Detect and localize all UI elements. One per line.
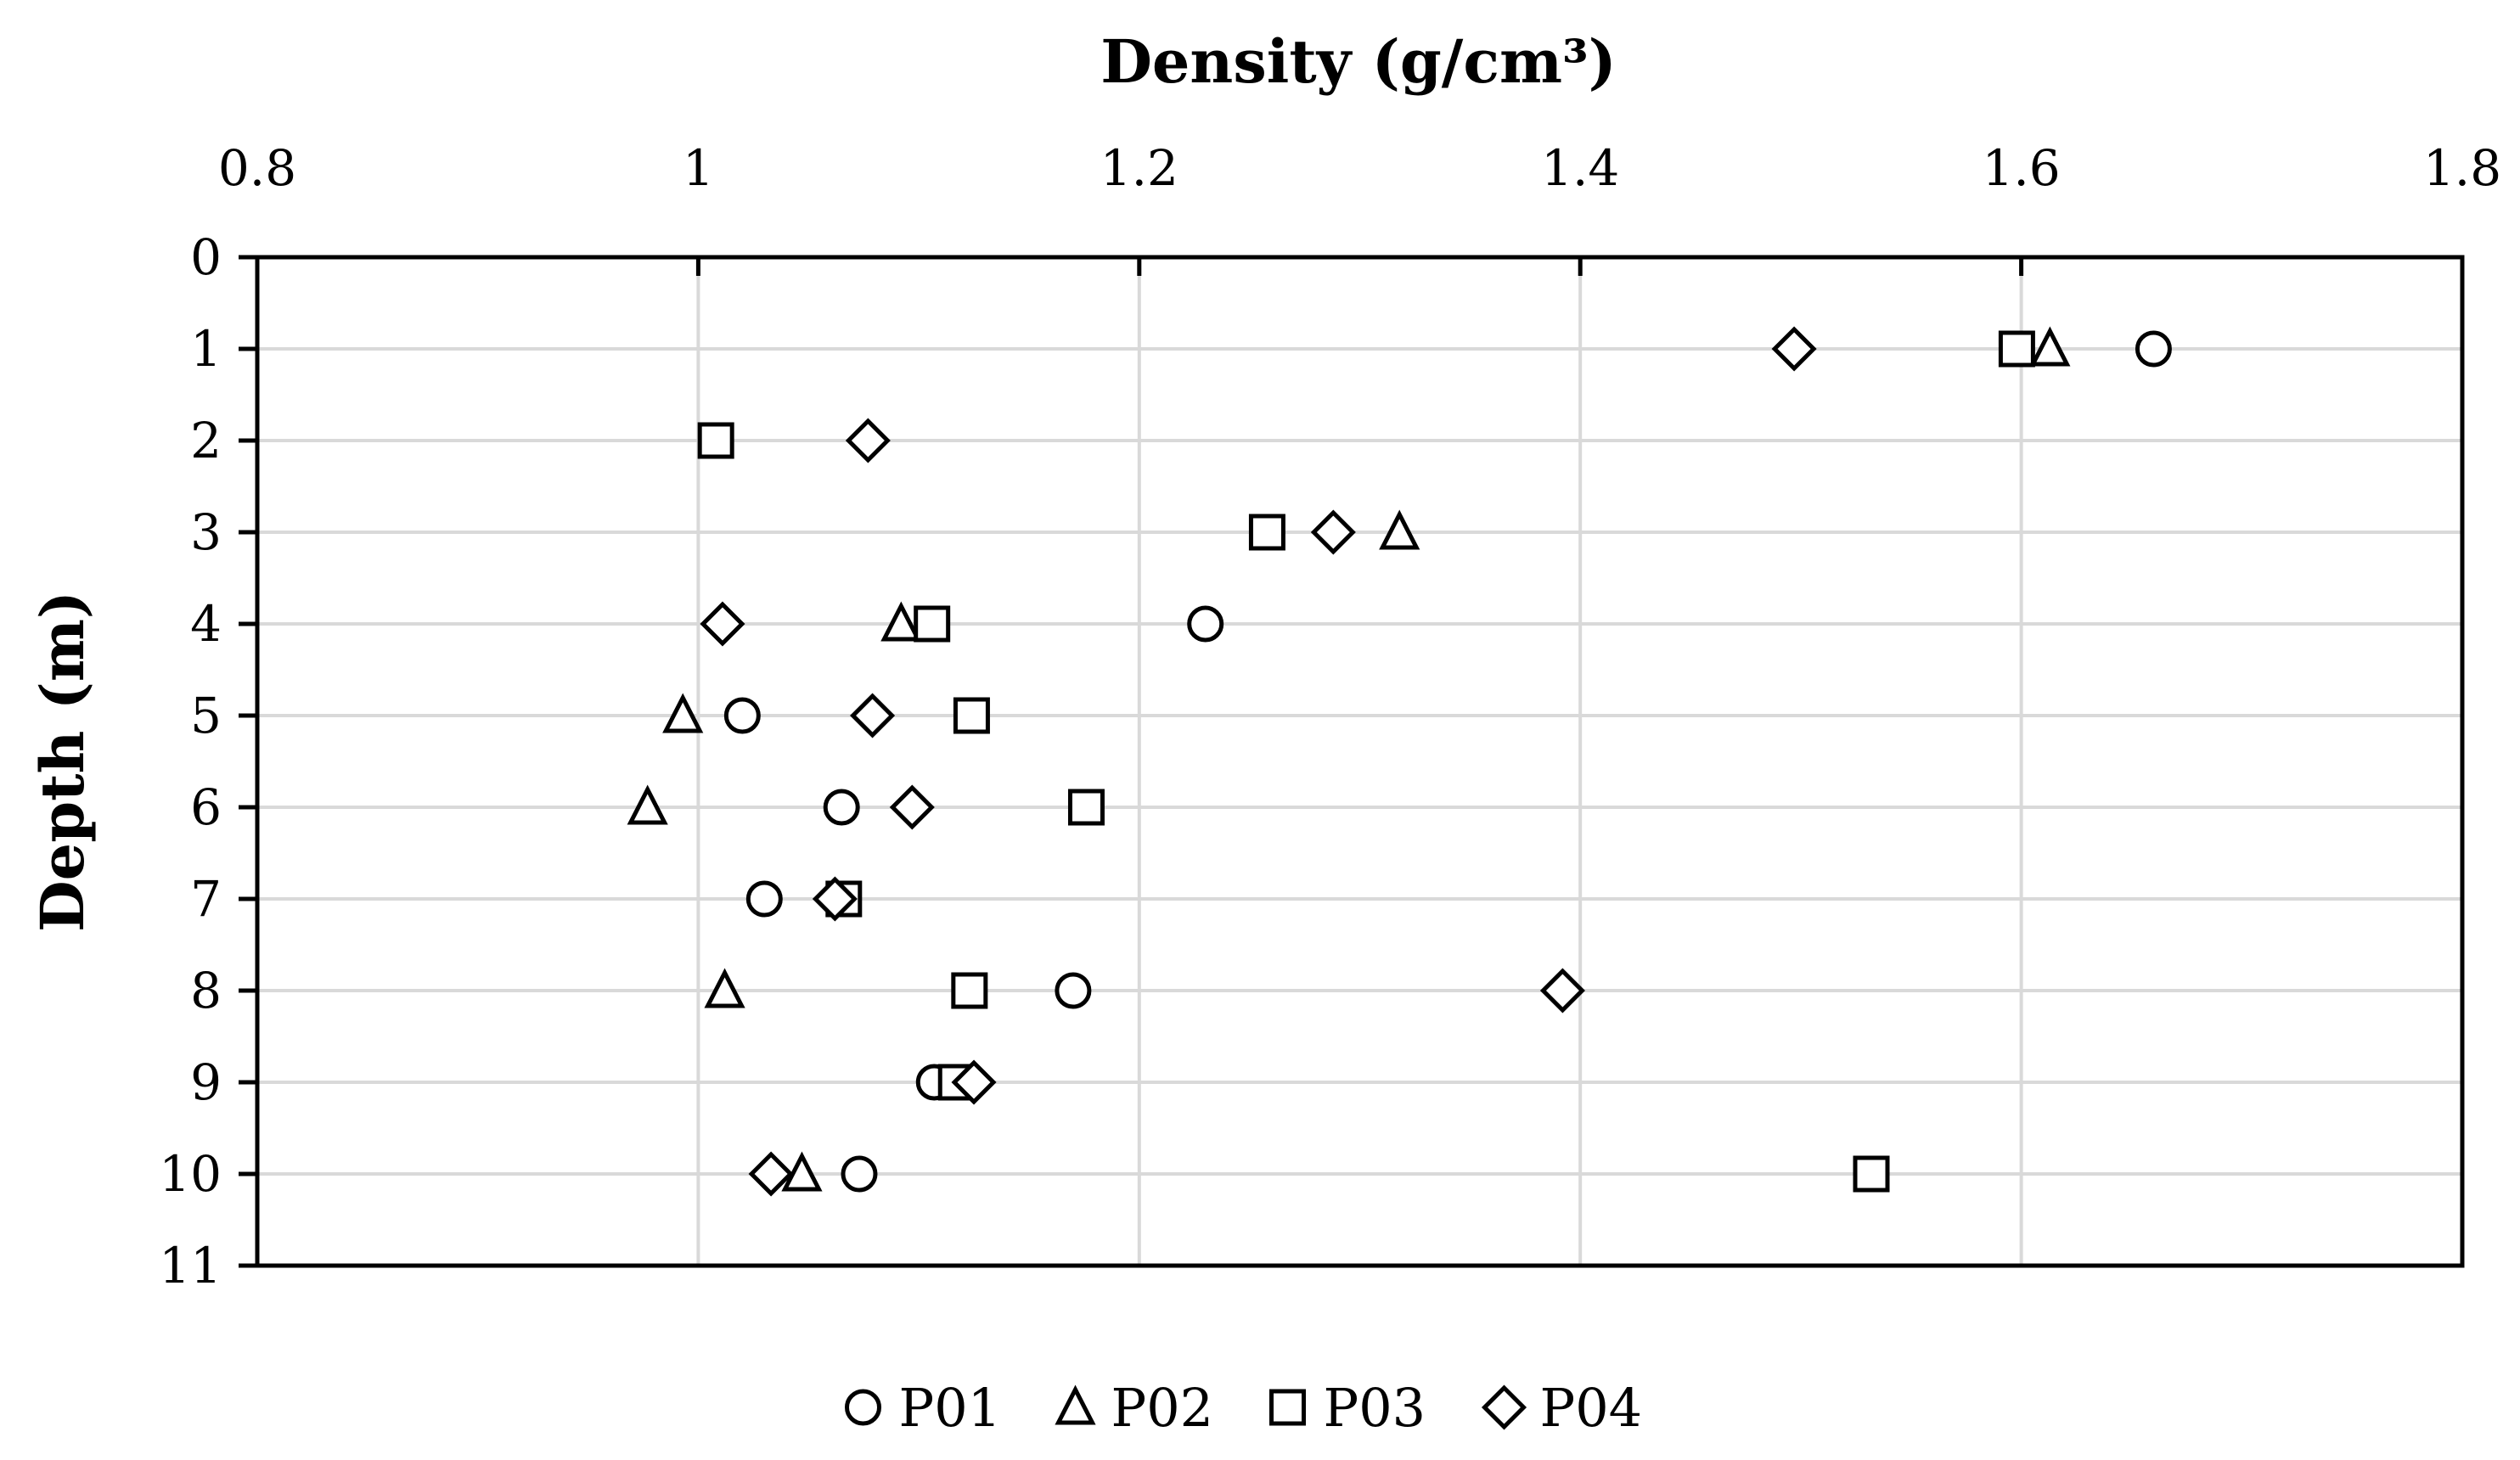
axis-ticks: 0 1 2 3 4 5 6 7 8 9 10 11 0.8 1 1.2 1.4 1.6 1.8 [159,139,2501,1294]
x-tick-label: 1.2 [1100,139,1178,197]
p02-triangle-marker [2029,326,2071,367]
p03-square-marker [1248,514,1285,551]
y-tick-label: 4 [190,595,222,653]
legend-item-p03: P03 [1269,1377,1426,1439]
p04-diamond-marker [1771,326,1817,372]
legend-label: P01 [899,1377,1002,1439]
p02-triangle-marker [781,1151,823,1192]
y-tick-label: 2 [190,412,222,469]
p04-diamond-marker [889,784,935,830]
p04-diamond-marker [1539,968,1585,1014]
y-tick-label: 8 [190,962,222,1019]
legend-label: P03 [1324,1377,1426,1439]
legend-circle-icon [845,1389,881,1426]
series-p04 [700,326,1817,1197]
p02-triangle-marker [704,968,745,1008]
y-tick-label: 1 [190,320,222,378]
p03-square-marker [1067,789,1105,826]
y-tick-label: 3 [190,503,222,561]
x-tick-label: 1 [683,139,714,197]
p01-circle-marker [745,880,783,918]
p04-diamond-marker [845,418,891,463]
p01-circle-marker [2135,330,2172,368]
y-tick-label: 11 [159,1237,222,1294]
y-axis-title: Depth (m) [27,591,98,932]
p02-triangle-marker [627,784,668,825]
plot-area-border [255,255,2465,1268]
series-p02 [627,326,2071,1192]
p01-circle-marker [841,1155,878,1193]
x-axis-title: Density (g/cm³) [1100,26,1617,97]
p04-diamond-marker [812,876,858,922]
y-tick-label: 0 [190,228,222,286]
p02-triangle-marker [880,601,922,642]
legend-label: P02 [1111,1377,1214,1439]
p03-square-marker [1998,330,2035,368]
legend-item-p01: P01 [845,1377,1002,1439]
series-p01 [723,330,2172,1193]
p03-square-marker [914,605,951,643]
legend: P01 P02 P03 P04 [845,1377,1643,1439]
data-markers [627,326,2172,1197]
x-tick-label: 0.8 [218,139,296,197]
x-tick-label: 1.4 [1541,139,1619,197]
p01-circle-marker [823,789,860,826]
legend-triangle-icon [1055,1384,1096,1425]
p03-square-marker [697,422,734,459]
legend-diamond-icon [1481,1384,1527,1430]
p04-diamond-marker [1310,509,1356,555]
p02-triangle-marker [662,693,704,733]
p03-square-marker [1853,1155,1890,1193]
y-tick-label: 10 [159,1145,222,1203]
y-tick-label: 9 [190,1053,222,1111]
p04-diamond-marker [850,693,896,738]
y-tick-label: 6 [190,778,222,836]
p01-circle-marker [1055,972,1092,1009]
p02-triangle-marker [1379,509,1420,550]
x-tick-label: 1.6 [1982,139,2060,197]
legend-item-p04: P04 [1481,1377,1643,1439]
y-tick-label: 7 [190,870,222,928]
p01-circle-marker [723,697,761,734]
p03-square-marker [953,697,990,734]
p04-diamond-marker [748,1151,794,1197]
legend-item-p02: P02 [1055,1377,1214,1439]
x-tick-label: 1.8 [2423,139,2501,197]
p03-square-marker [951,972,988,1009]
legend-square-icon [1269,1389,1306,1426]
series-p03 [697,330,2035,1193]
p04-diamond-marker [951,1059,997,1105]
p04-diamond-marker [700,601,745,647]
gridlines [257,257,2462,1266]
y-tick-label: 5 [190,687,222,744]
legend-label: P04 [1540,1377,1643,1439]
p01-circle-marker [1187,605,1224,643]
